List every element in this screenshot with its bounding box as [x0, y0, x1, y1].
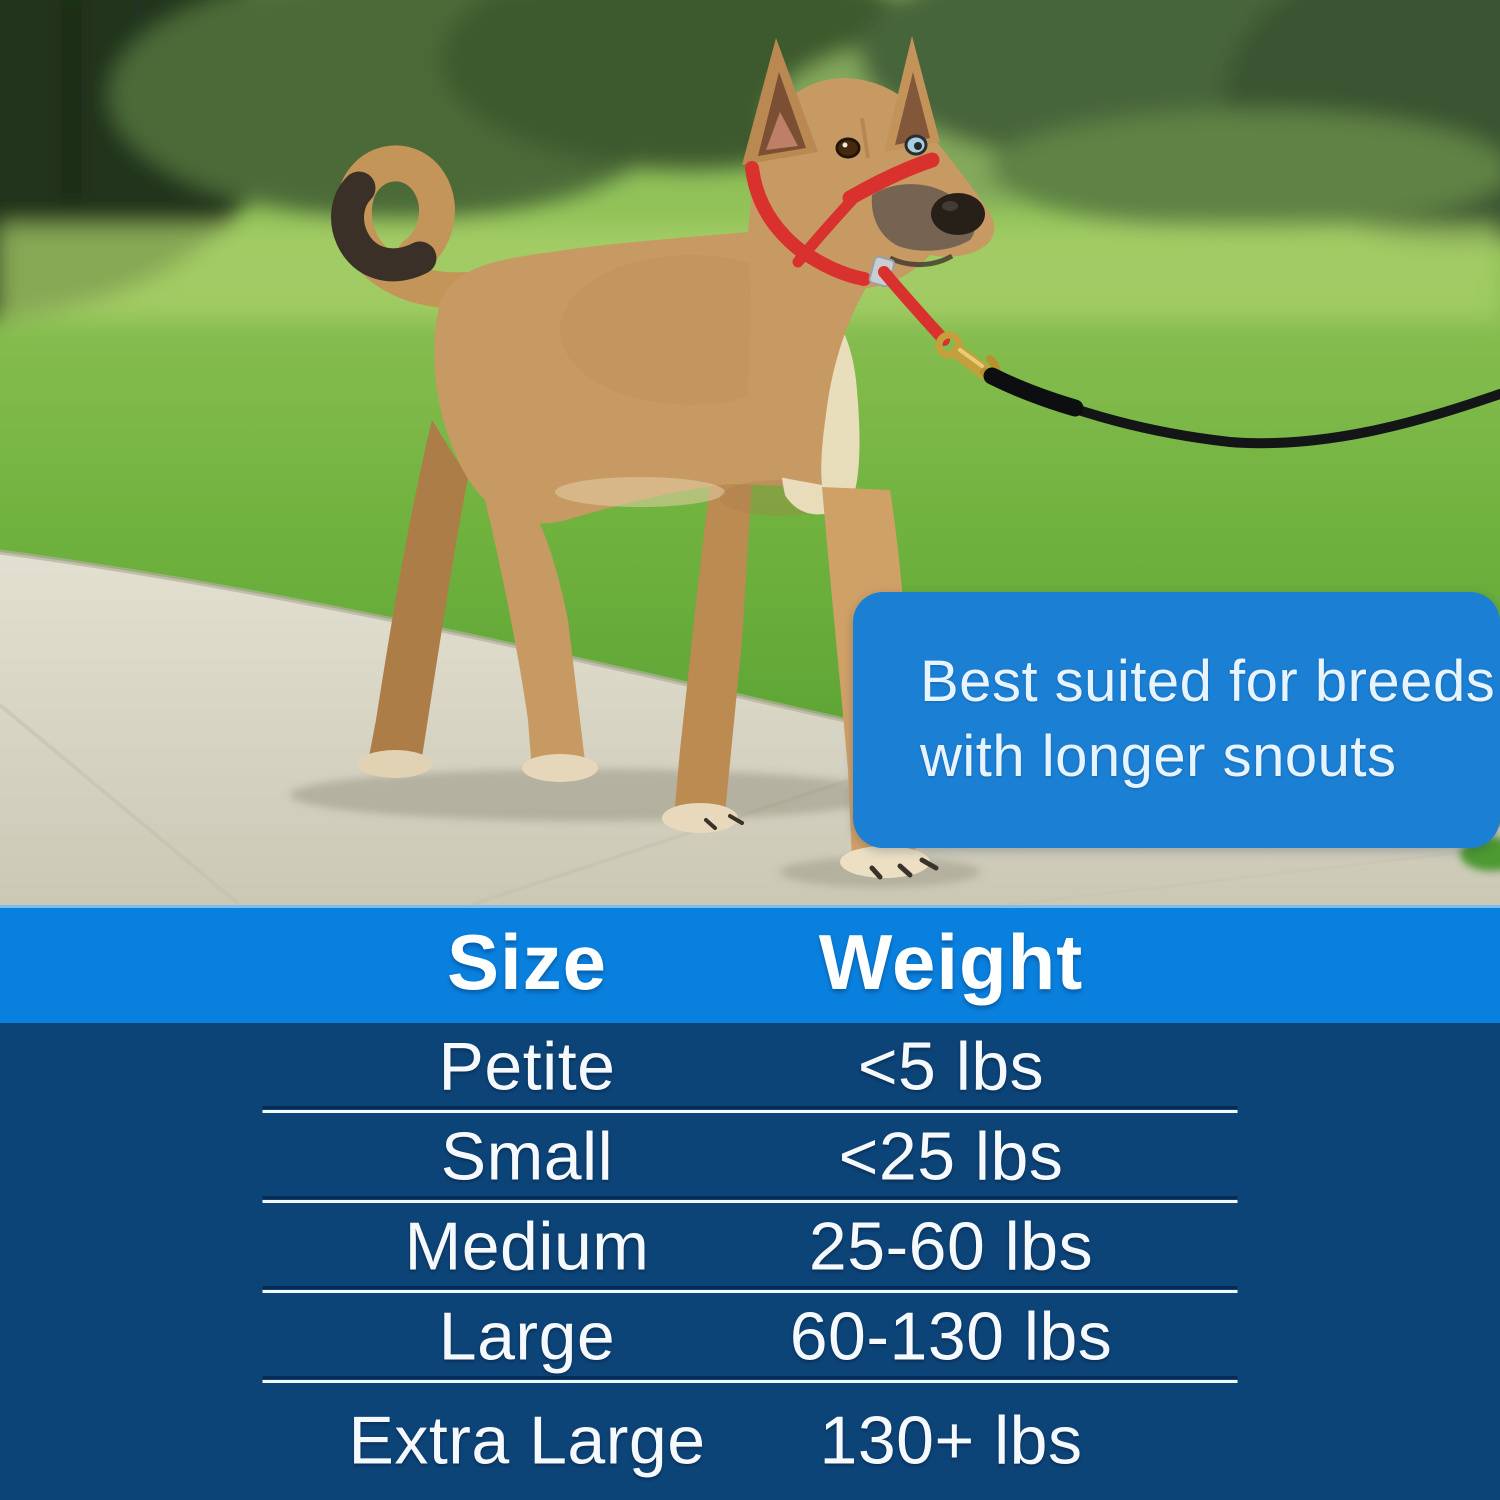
size-table-body: Petite <5 lbs Small <25 lbs Medium 25-60… [0, 1023, 1500, 1500]
size-column-header: Size [446, 917, 608, 1006]
size-cell: Extra Large [348, 1401, 706, 1478]
product-photo: Best suited for breeds with longer snout… [0, 0, 1500, 905]
table-row: Extra Large 130+ lbs [0, 1383, 1500, 1500]
leash [983, 367, 1500, 449]
dog-eye-brown [835, 137, 861, 159]
size-cell: Petite [438, 1028, 616, 1105]
dog-illustration [331, 36, 1500, 880]
table-row: Medium 25-60 lbs [0, 1203, 1500, 1293]
table-row: Large 60-130 lbs [0, 1293, 1500, 1383]
callout-text-line: Best suited for breeds [920, 649, 1496, 715]
callout-badge: Best suited for breeds with longer snout… [853, 592, 1500, 848]
weight-cell: 130+ lbs [819, 1401, 1083, 1478]
sidewalk-joint-line [0, 703, 242, 905]
dog-nose [931, 193, 985, 235]
dog-scene-illustration [0, 0, 1500, 905]
weight-cell: 25-60 lbs [808, 1208, 1094, 1285]
weight-column-header: Weight [818, 917, 1084, 1006]
weight-cell: 60-130 lbs [789, 1298, 1113, 1375]
callout-text-line: with longer snouts [920, 724, 1397, 789]
table-row: Small <25 lbs [0, 1113, 1500, 1203]
size-table-header: Size Weight [0, 905, 1500, 1023]
size-cell: Small [440, 1118, 614, 1195]
red-head-collar [745, 152, 950, 346]
size-cell: Medium [404, 1208, 650, 1285]
sidewalk-joint-line [1004, 846, 1500, 905]
table-row: Petite <5 lbs [0, 1023, 1500, 1113]
size-cell: Large [438, 1298, 616, 1375]
weight-cell: <5 lbs [857, 1028, 1045, 1105]
weight-cell: <25 lbs [838, 1118, 1064, 1195]
dog-ears [742, 36, 940, 165]
